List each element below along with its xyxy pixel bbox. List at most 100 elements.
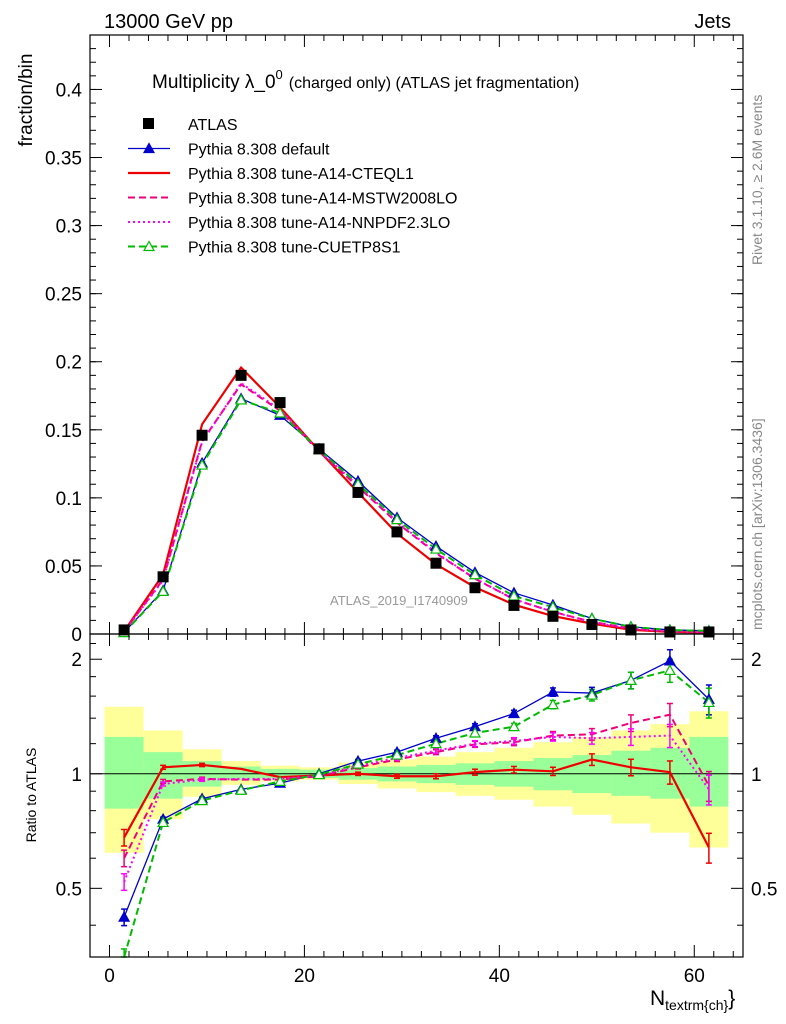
series-marker-ratio-0 bbox=[118, 910, 131, 922]
x-axis-label-sub: textrm{ch} bbox=[665, 997, 728, 1013]
legend-marker-4 bbox=[142, 240, 156, 252]
series-line-main-2 bbox=[123, 383, 709, 634]
series-marker-ratio-4 bbox=[507, 720, 520, 732]
series-marker-ratio-4 bbox=[235, 784, 248, 795]
y-tick-label: 0 bbox=[71, 625, 82, 646]
rivet-version-label: Rivet 3.1.10, ≥ 2.6M events bbox=[749, 95, 765, 265]
legend-label-0: Pythia 8.308 default bbox=[188, 142, 330, 159]
atlas-data-point bbox=[118, 624, 130, 636]
atlas-data-point bbox=[508, 599, 520, 611]
plot-title: Multiplicity λ_00 (charged only) (ATLAS j… bbox=[152, 67, 579, 93]
series-marker-ratio-4 bbox=[468, 726, 481, 738]
energy-label: 13000 GeV pp bbox=[104, 11, 233, 33]
atlas-data-point bbox=[196, 429, 208, 441]
series-marker-main-4 bbox=[429, 542, 443, 554]
y-tick-label: 0.15 bbox=[45, 421, 82, 442]
y-tick-label: 0.35 bbox=[45, 149, 82, 170]
ratio-tick-label-right: 0.5 bbox=[751, 879, 777, 900]
legend-marker-0 bbox=[142, 142, 156, 154]
series-marker-ratio-4 bbox=[546, 698, 559, 710]
series-marker-ratio-0 bbox=[546, 685, 559, 697]
legend-label-2: Pythia 8.308 tune-A14-MSTW2008LO bbox=[188, 191, 457, 208]
legend-atlas-marker bbox=[143, 118, 154, 129]
y-tick-label: 0.25 bbox=[45, 285, 82, 306]
atlas-data-point bbox=[625, 624, 637, 636]
series-marker-main-4 bbox=[157, 585, 170, 597]
legend-label-1: Pythia 8.308 tune-A14-CTEQL1 bbox=[188, 166, 414, 183]
y-tick-label: 0.2 bbox=[56, 353, 82, 374]
atlas-data-point bbox=[703, 626, 715, 638]
ratio-axis-label: Ratio to ATLAS bbox=[23, 748, 39, 843]
series-marker-ratio-0 bbox=[507, 707, 520, 719]
series-marker-main-4 bbox=[196, 458, 209, 470]
data-markers bbox=[118, 369, 715, 922]
series-marker-ratio-4 bbox=[352, 757, 365, 769]
legend-label-3: Pythia 8.308 tune-A14-NNPDF2.3LO bbox=[188, 215, 450, 232]
atlas-data-point bbox=[235, 369, 247, 381]
x-tick-label: 40 bbox=[489, 966, 510, 987]
ratio-tick-label: 1 bbox=[71, 765, 82, 786]
series-marker-main-4 bbox=[235, 393, 248, 405]
series-marker-ratio-4 bbox=[157, 816, 170, 828]
plot-title-superscript: 0 bbox=[276, 67, 283, 82]
x-tick-label: 60 bbox=[684, 966, 705, 987]
series-line-ratio-3 bbox=[123, 734, 710, 883]
series-line-ratio-4 bbox=[123, 669, 710, 958]
x-axis-label-close: } bbox=[728, 987, 735, 1010]
ratio-panel-frame bbox=[89, 633, 744, 958]
ratio-tick-label-right: 2 bbox=[751, 650, 762, 671]
atlas-data-point bbox=[586, 618, 598, 630]
legend-label-4: Pythia 8.308 tune-CUETP8S1 bbox=[188, 240, 401, 257]
atlas-data-point bbox=[157, 571, 169, 583]
series-marker-ratio-4 bbox=[313, 768, 326, 780]
ratio-band-green bbox=[104, 736, 144, 809]
ratio-tick-label: 2 bbox=[71, 650, 82, 671]
atlas-data-point bbox=[469, 582, 481, 594]
series-line-main-1 bbox=[123, 365, 709, 634]
y-tick-label: 0.1 bbox=[56, 489, 82, 510]
series-marker-ratio-4 bbox=[663, 664, 676, 675]
series-marker-ratio-4 bbox=[196, 794, 209, 806]
x-tick-label: 0 bbox=[104, 966, 115, 987]
legend: ATLAS Pythia 8.308 default Pythia 8.308 tu… bbox=[128, 117, 457, 257]
series-line-ratio-2 bbox=[123, 713, 710, 859]
legend-atlas-label: ATLAS bbox=[188, 117, 238, 134]
atlas-data-point bbox=[430, 557, 442, 569]
atlas-data-point bbox=[664, 626, 676, 638]
series-marker-ratio-4 bbox=[702, 696, 715, 708]
series-marker-ratio-4 bbox=[274, 775, 287, 786]
x-tick-label: 20 bbox=[294, 966, 315, 987]
atlas-data-point bbox=[547, 610, 559, 622]
series-marker-main-4 bbox=[274, 406, 287, 418]
series-lines bbox=[121, 365, 712, 958]
plot-title-main: Multiplicity λ_0 bbox=[152, 72, 276, 93]
series-marker-ratio-4 bbox=[624, 674, 637, 685]
series-marker-ratio-4 bbox=[429, 737, 443, 749]
atlas-data-point bbox=[391, 526, 403, 538]
series-marker-ratio-4 bbox=[390, 748, 404, 760]
x-axis-label: Ntextrm{ch}} bbox=[650, 987, 735, 1013]
y-tick-label: 0.3 bbox=[56, 217, 82, 238]
series-marker-main-4 bbox=[468, 568, 481, 580]
plot-title-tail: (charged only) (ATLAS jet fragmentation) bbox=[289, 75, 580, 92]
series-line-ratio-1 bbox=[123, 758, 710, 849]
atlas-data-point bbox=[274, 397, 286, 409]
y-axis-label: fraction/bin bbox=[16, 54, 37, 147]
atlas-data-point bbox=[352, 486, 364, 498]
series-marker-ratio-0 bbox=[663, 654, 676, 666]
ratio-tick-label: 0.5 bbox=[56, 879, 82, 900]
analysis-watermark: ATLAS_2019_I1740909 bbox=[330, 593, 468, 608]
ratio-tick-label-right: 1 bbox=[751, 765, 762, 786]
x-axis-label-main: N bbox=[650, 987, 665, 1010]
y-tick-label: 0.05 bbox=[45, 557, 82, 578]
series-marker-ratio-4 bbox=[585, 688, 598, 700]
mcplots-label: mcplots.cern.ch [arXiv:1306.3436] bbox=[749, 418, 765, 630]
series-line-main-4 bbox=[123, 398, 709, 634]
y-tick-label: 0.4 bbox=[56, 80, 83, 101]
tick-labels: 0 0.05 0.1 0.15 0.2 0.25 0.3 0.35 0.4 0 20 40 60 0.5 0… bbox=[45, 80, 777, 987]
axes-frames bbox=[89, 34, 744, 958]
atlas-data-point bbox=[313, 443, 325, 455]
process-label: Jets bbox=[694, 11, 731, 33]
